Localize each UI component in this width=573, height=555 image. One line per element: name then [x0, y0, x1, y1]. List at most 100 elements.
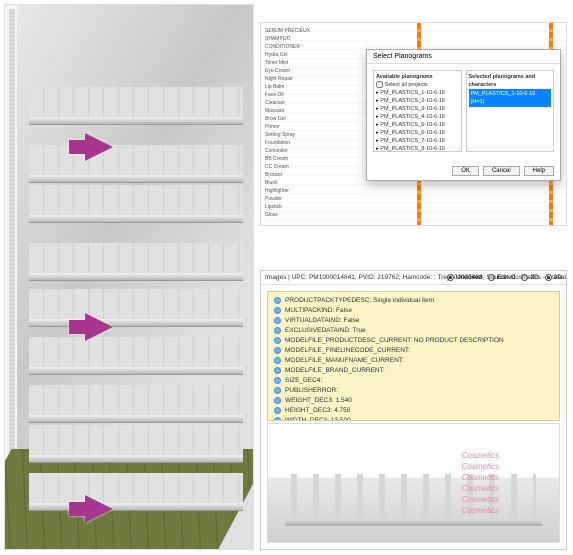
shelf-plane: [29, 117, 243, 125]
property-text: MODELFILE_MANUFNAME_CURRENT:: [285, 356, 404, 366]
grid-row-label: Lip Balm: [265, 83, 335, 91]
properties-list[interactable]: PRODUCTPACKTYPEDESC: Single individual i…: [267, 291, 560, 421]
grid-row-label: Setting Spray: [265, 131, 335, 139]
property-row: HEIGHT_DEC3: 4.750: [274, 406, 553, 416]
grid-row-label: Mascara: [265, 107, 335, 115]
grid-row-label: Gloss: [265, 211, 335, 219]
callout-arrow-icon: [85, 313, 113, 341]
bullet-icon: [274, 317, 281, 324]
bullet-icon: [274, 347, 281, 354]
property-text: VIRTUALDATAIND: False: [285, 316, 359, 326]
planogram-item[interactable]: ▸ PM_PLASTICS_3-10-6-16: [376, 105, 459, 113]
property-row: VIRTUALDATAIND: False: [274, 316, 553, 326]
bullet-icon: [274, 377, 281, 384]
grid-row-label: Foundation: [265, 139, 335, 147]
bullet-icon: [274, 367, 281, 374]
dialog-title: Select Planograms: [367, 50, 560, 64]
property-text: MODELFILE_FINELINECODE_CURRENT:: [285, 346, 410, 356]
property-text: EXCLUSIVEDATAIND: True: [285, 326, 366, 336]
product-3d-render: CosmeticsCosmeticsCosmeticsCosmeticsCosm…: [267, 423, 560, 543]
property-row: MODELFILE_FINELINECODE_CURRENT:: [274, 346, 553, 356]
property-text: WEIGHT_DEC3: 1.540: [285, 396, 352, 406]
ok-button[interactable]: OK: [452, 166, 479, 176]
grid-row-label: Blush: [265, 179, 335, 187]
bullet-icon: [274, 397, 281, 404]
bullet-icon: [274, 407, 281, 414]
selected-item[interactable]: PM_PLASTICS_1-10-6-16 (H=1): [469, 89, 552, 107]
peg-row: [291, 474, 535, 520]
grid-row-label: BB Cream: [265, 155, 335, 163]
callout-arrow-icon: [85, 133, 113, 161]
grid-row-label: CONDITIONER: [265, 43, 335, 51]
planogram-item[interactable]: ▸ PM_PLASTICS_6-10-6-16: [376, 129, 459, 137]
grid-row-label: Brow Gel: [265, 115, 335, 123]
property-text: MODELFILE_PRODUCTDESC_CURRENT: NO PRODUC…: [285, 336, 504, 346]
property-text: MULTIPACKIND: False: [285, 306, 352, 316]
shelf-plane: [29, 367, 243, 375]
available-header: Available planograms: [376, 73, 459, 81]
shelf-plane: [29, 415, 243, 423]
planogram-item[interactable]: ▸ PM_PLASTICS_5-10-6-16: [376, 121, 459, 129]
property-text: WIDTH_DEC3: 13.500: [285, 416, 351, 421]
planogram-item[interactable]: ▸ PM_PLASTICS_1-10-6-16: [376, 89, 459, 97]
bullet-icon: [274, 387, 281, 394]
bullet-icon: [274, 357, 281, 364]
planogram-item[interactable]: ▸ PM_PLASTICS_7-10-6-16: [376, 137, 459, 145]
shelf-3d-view: [4, 4, 254, 550]
property-row: MODELFILE_BRAND_CURRENT:: [274, 366, 553, 376]
shelf-plane: [29, 319, 243, 327]
cancel-button[interactable]: Cancel: [483, 166, 520, 176]
select-all-checkbox[interactable]: Select all projects: [376, 82, 428, 88]
shelf-plane: [29, 503, 243, 511]
grid-row-label: Hydra Gel: [265, 51, 335, 59]
select-planograms-dialog: Select Planograms Available planograms S…: [366, 49, 561, 181]
grid-row-label: Concealer: [265, 147, 335, 155]
bullet-icon: [274, 417, 281, 421]
bullet-icon: [274, 337, 281, 344]
radio-icon: [488, 274, 495, 281]
shelf-plane: [29, 175, 243, 183]
radio-2d[interactable]: 2D: [521, 274, 538, 281]
property-text: PUBLISHERROR:: [285, 386, 338, 396]
data-grid-panel: SERUM PRECIEUXSHAMPOOCONDITIONERHydra Ge…: [260, 22, 567, 226]
grid-row-label: SHAMPOO: [265, 35, 335, 43]
available-list[interactable]: Available planograms Select all projects…: [373, 70, 462, 152]
view-mode-radios: Unedited Edited 2D 3D: [447, 274, 562, 281]
property-row: MULTIPACKIND: False: [274, 306, 553, 316]
watermark-text: Cosmetics: [462, 505, 499, 516]
bullet-icon: [274, 297, 281, 304]
grid-row-label: Highlighter: [265, 187, 335, 195]
grid-row-label: Bronzer: [265, 171, 335, 179]
planogram-item[interactable]: ▸ PM_PLASTICS_8-10-6-16: [376, 145, 459, 152]
bullet-icon: [274, 307, 281, 314]
property-row: MODELFILE_PRODUCTDESC_CURRENT: NO PRODUC…: [274, 336, 553, 346]
radio-3d[interactable]: 3D: [545, 274, 562, 281]
watermark-stack: CosmeticsCosmeticsCosmeticsCosmeticsCosm…: [462, 450, 499, 516]
watermark-text: Cosmetics: [462, 483, 499, 494]
callout-arrow-icon: [85, 495, 113, 523]
grid-row-label: Lipstick: [265, 203, 335, 211]
planogram-item[interactable]: ▸ PM_PLASTICS_2-10-6-16: [376, 97, 459, 105]
property-row: WEIGHT_DEC3: 1.540: [274, 396, 553, 406]
grid-row-label: Toner Mist: [265, 59, 335, 67]
selected-header: Selected planograms and characters: [469, 73, 552, 89]
shelf-plane: [29, 455, 243, 463]
grid-row-label: CC Cream: [265, 163, 335, 171]
grid-row-label: Night Repair: [265, 75, 335, 83]
property-text: SIZE_DEC4:: [285, 376, 322, 386]
grid-row-label: Eye Cream: [265, 67, 335, 75]
planogram-item[interactable]: ▸ PM_PLASTICS_4-10-6-16: [376, 113, 459, 121]
property-text: HEIGHT_DEC3: 4.750: [285, 406, 350, 416]
property-text: PRODUCTPACKTYPEDESC: Single individual i…: [285, 296, 434, 306]
radio-icon: [545, 274, 552, 281]
radio-unedited[interactable]: Unedited: [447, 274, 482, 281]
property-row: SIZE_DEC4:: [274, 376, 553, 386]
property-text: MODELFILE_BRAND_CURRENT:: [285, 366, 385, 376]
selected-list[interactable]: Selected planograms and characters PM_PL…: [466, 70, 555, 152]
watermark-text: Cosmetics: [462, 461, 499, 472]
property-row: EXCLUSIVEDATAIND: True: [274, 326, 553, 336]
radio-icon: [521, 274, 528, 281]
watermark-text: Cosmetics: [462, 450, 499, 461]
help-button[interactable]: Help: [524, 166, 554, 176]
radio-edited[interactable]: Edited: [488, 274, 515, 281]
